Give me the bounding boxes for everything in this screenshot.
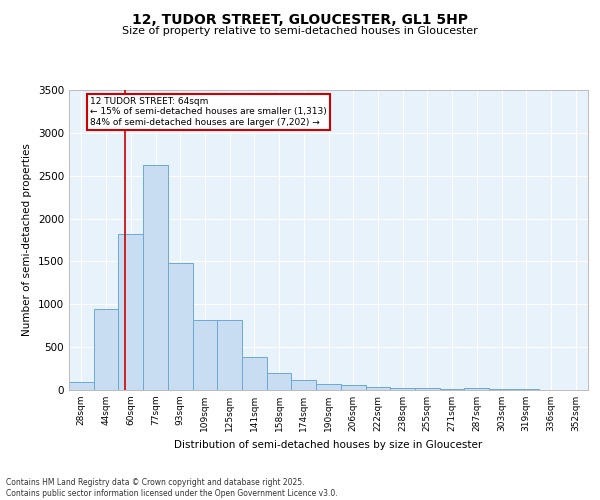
Bar [489,389,514,390]
Text: 12, TUDOR STREET, GLOUCESTER, GL1 5HP: 12, TUDOR STREET, GLOUCESTER, GL1 5HP [132,12,468,26]
Bar [514,389,539,390]
Bar [267,373,292,390]
Bar [365,388,390,390]
Bar [242,358,267,390]
Text: Size of property relative to semi-detached houses in Gloucester: Size of property relative to semi-detach… [122,26,478,36]
Bar [341,386,365,390]
Bar [464,388,489,390]
Bar [292,380,316,390]
Y-axis label: Number of semi-detached properties: Number of semi-detached properties [22,144,32,336]
Bar [415,388,440,390]
Text: 12 TUDOR STREET: 64sqm
← 15% of semi-detached houses are smaller (1,313)
84% of : 12 TUDOR STREET: 64sqm ← 15% of semi-det… [90,97,327,126]
Bar [390,388,415,390]
Bar [143,164,168,390]
Text: Contains HM Land Registry data © Crown copyright and database right 2025.
Contai: Contains HM Land Registry data © Crown c… [6,478,338,498]
X-axis label: Distribution of semi-detached houses by size in Gloucester: Distribution of semi-detached houses by … [175,440,482,450]
Bar [440,388,464,390]
Bar [316,384,341,390]
Bar [94,308,118,390]
Bar [118,234,143,390]
Bar [69,382,94,390]
Bar [217,320,242,390]
Bar [193,320,217,390]
Bar [168,263,193,390]
